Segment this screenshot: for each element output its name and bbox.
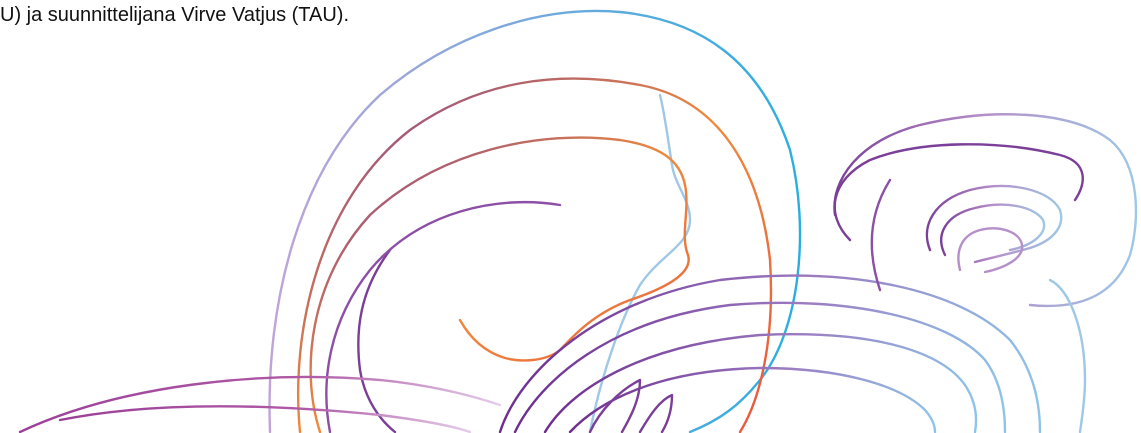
swirl-right-outer bbox=[833, 113, 1138, 308]
swirl-right-inner-1 bbox=[925, 184, 1063, 264]
swirl-purple-arc-3 bbox=[543, 333, 978, 433]
swirl-purple-orange bbox=[309, 136, 690, 433]
swirl-right-purple bbox=[833, 143, 1084, 242]
swirl-right-inner-2 bbox=[940, 203, 1046, 257]
swirl-purple-hook-2 bbox=[638, 393, 674, 433]
swirl-pink-sweep bbox=[18, 375, 502, 433]
swirl-purple-arc-1 bbox=[498, 274, 1042, 433]
swirl-purple-curl bbox=[357, 248, 397, 433]
body-text-line: U) ja suunnittelijana Virve Vatjus (TAU)… bbox=[0, 4, 350, 26]
swirl-pink-sweep-2 bbox=[58, 405, 472, 433]
swirl-purple-inner bbox=[325, 200, 562, 433]
swirl-right-hook bbox=[870, 178, 892, 292]
swirl-purple-arc-4 bbox=[568, 366, 937, 433]
swirl-right-inner-3 bbox=[957, 227, 1024, 274]
swirl-light-blue bbox=[588, 93, 692, 433]
swirl-right-tail bbox=[1048, 278, 1087, 433]
swirl-orange-red bbox=[296, 77, 773, 433]
swirl-purple-arc-2 bbox=[513, 301, 1007, 433]
swirl-outer-blue bbox=[268, 9, 802, 433]
swirl-purple-hook-1 bbox=[588, 378, 642, 433]
